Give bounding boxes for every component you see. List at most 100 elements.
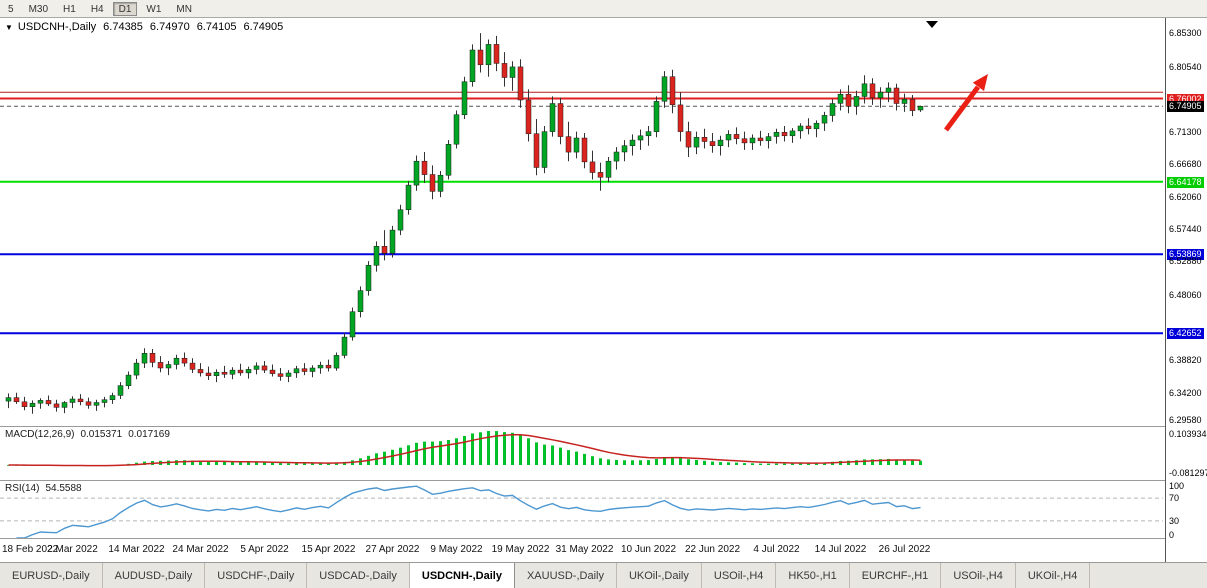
candle-body (653, 101, 660, 132)
candle-body (837, 94, 844, 104)
candle-body (541, 131, 548, 168)
candle-body (709, 141, 716, 146)
timeframe-button-h4[interactable]: H4 (85, 2, 110, 16)
date-label: 27 Apr 2022 (365, 544, 420, 555)
date-label: 14 Mar 2022 (108, 544, 165, 555)
timeframe-button-w1[interactable]: W1 (140, 2, 167, 16)
rsi-axis-label: 30 (1169, 515, 1180, 526)
price-axis-label: 6.80540 (1169, 61, 1202, 72)
candle-body (573, 137, 580, 153)
panel-separator (0, 538, 1207, 539)
rsi-chart[interactable] (0, 481, 1165, 538)
macd-histogram-bar (663, 457, 666, 465)
macd-histogram-bar (207, 461, 210, 465)
date-label: 22 Jun 2022 (684, 544, 741, 555)
candle-body (773, 132, 780, 137)
chart-tab-audusd-daily[interactable]: AUDUSD-,Daily (103, 563, 206, 588)
candle-body (341, 336, 348, 356)
macd-histogram-bar (479, 432, 482, 465)
macd-histogram-bar (407, 445, 410, 465)
candle-body (701, 137, 708, 142)
chart-tab-ukoil-daily[interactable]: UKOil-,Daily (617, 563, 702, 588)
candlestick-chart[interactable] (0, 18, 1165, 426)
chart-tab-usdcad-daily[interactable]: USDCAD-,Daily (307, 563, 410, 588)
macd-histogram-bar (431, 441, 434, 465)
macd-histogram-bar (279, 463, 282, 465)
macd-histogram-bar (487, 431, 490, 465)
candle-body (109, 395, 116, 400)
candle-body (453, 114, 460, 145)
macd-histogram-bar (615, 460, 618, 465)
macd-histogram-bar (815, 463, 818, 465)
macd-histogram-bar (319, 463, 322, 465)
candle-body (765, 136, 772, 142)
time-axis[interactable]: 18 Feb 2022 2 Mar 2022 14 Mar 2022 24 Mar 2… (0, 539, 1165, 562)
price-axis[interactable]: 6.85300 6.80540 6.76002 6.74905 6.71300 6.666… (1165, 18, 1207, 562)
macd-histogram-bar (887, 458, 890, 465)
chart-tab-ukoil-h4[interactable]: UKOil-,H4 (1016, 563, 1091, 588)
candle-body (101, 399, 108, 403)
macd-histogram-bar (655, 459, 658, 465)
timeframe-button-m30[interactable]: M30 (23, 2, 54, 16)
chart-tab-usoil-h4[interactable]: USOil-,H4 (702, 563, 777, 588)
chart-tab-eurchf-h1[interactable]: EURCHF-,H1 (850, 563, 942, 588)
macd-histogram-bar (511, 432, 514, 465)
macd-histogram-bar (247, 462, 250, 465)
candle-body (461, 81, 468, 116)
candle-body (413, 160, 420, 186)
macd-histogram-bar (911, 460, 914, 465)
candle-body (717, 139, 724, 146)
date-label: 9 May 2022 (430, 544, 483, 555)
candle-body (317, 364, 324, 369)
chart-tab-usdchf-daily[interactable]: USDCHF-,Daily (205, 563, 308, 588)
macd-histogram-bar (567, 450, 570, 465)
timeframe-button-h1[interactable]: H1 (57, 2, 82, 16)
candle-body (229, 369, 236, 375)
candle-body (861, 83, 868, 97)
macd-histogram-bar (695, 460, 698, 465)
macd-histogram-bar (863, 459, 866, 465)
candle-body (397, 209, 404, 231)
price-axis-label: 6.66680 (1169, 159, 1202, 170)
chart-tab-xauusd-daily[interactable]: XAUUSD-,Daily (515, 563, 617, 588)
arrow-annotation[interactable] (943, 74, 988, 132)
macd-histogram-bar (719, 462, 722, 465)
candle-body (437, 174, 444, 192)
macd-histogram-bar (575, 451, 578, 465)
candle-body (381, 246, 388, 254)
candle-body (269, 369, 276, 374)
candle-body (61, 402, 68, 408)
chart-tab-usoil-h4[interactable]: USOil-,H4 (941, 563, 1016, 588)
candle-body (661, 76, 668, 102)
timeframe-button-d1[interactable]: D1 (112, 1, 138, 16)
chart-tab-hk50-h1[interactable]: HK50-,H1 (776, 563, 850, 588)
candle-body (669, 76, 676, 106)
macd-histogram-bar (231, 462, 234, 465)
chart-tab-usdcnh-daily[interactable]: USDCNH-,Daily (409, 563, 515, 588)
candle-body (597, 172, 604, 178)
macd-histogram-bar (727, 462, 730, 465)
price-axis-label: 6.85300 (1169, 28, 1202, 39)
macd-histogram-bar (895, 459, 898, 465)
candle-body (797, 125, 804, 132)
candle-body (613, 151, 620, 162)
macd-histogram-bar (607, 459, 610, 465)
candle-body (37, 400, 44, 404)
timeframe-button-5[interactable]: 5 (2, 2, 20, 16)
macd-histogram-bar (519, 435, 522, 465)
macd-histogram-bar (535, 442, 538, 465)
rsi-line (16, 485, 921, 538)
macd-histogram-bar (855, 460, 858, 465)
timeframe-button-mn[interactable]: MN (170, 2, 198, 16)
macd-histogram-bar (671, 457, 674, 465)
candle-body (685, 131, 692, 148)
macd-histogram-bar (447, 440, 450, 465)
candle-body (53, 403, 60, 408)
chart-shift-marker-icon (926, 21, 938, 28)
candle-body (309, 367, 316, 372)
chart-tab-eurusd-daily[interactable]: EURUSD-,Daily (0, 563, 103, 588)
candle-body (189, 362, 196, 370)
candle-body (333, 355, 340, 369)
macd-chart[interactable] (0, 427, 1165, 480)
price-axis-label: 6.48060 (1169, 290, 1202, 301)
